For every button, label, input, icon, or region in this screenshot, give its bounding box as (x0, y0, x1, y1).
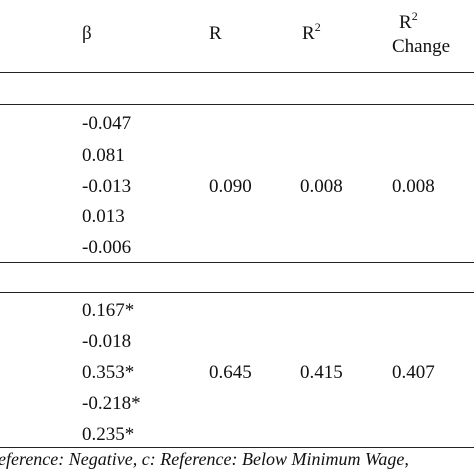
block2-beta-5: 0.235* (82, 424, 135, 445)
r2-change-header-line2: Change (392, 36, 451, 57)
r-header: R (209, 23, 222, 44)
block1-top-rule (0, 104, 474, 105)
block1-bottom-rule (0, 262, 474, 263)
block2-r2-change-value: 0.407 (392, 362, 435, 383)
block1-beta-2: 0.081 (82, 145, 125, 166)
block1-beta-1: -0.047 (82, 113, 132, 134)
block1-beta-4: 0.013 (82, 206, 125, 227)
block1-r2-value: 0.008 (300, 176, 343, 197)
block2-beta-2: -0.018 (82, 331, 132, 352)
table-footnote: eference: Negative, c: Reference: Below … (0, 449, 409, 469)
r2-header: R2 (302, 19, 321, 44)
block1-r2-change-value: 0.008 (392, 176, 435, 197)
block1-beta-5: -0.006 (82, 237, 132, 258)
block2-beta-4: -0.218* (82, 393, 141, 414)
beta-header: β (82, 23, 92, 44)
block2-top-rule (0, 292, 474, 293)
block2-r2-value: 0.415 (300, 362, 343, 383)
block2-r-value: 0.645 (209, 362, 252, 383)
header-rule (0, 72, 474, 73)
block1-beta-3: -0.013 (82, 176, 132, 197)
table-bottom-rule (0, 447, 474, 448)
r2-change-header-line1: R2 (399, 8, 418, 33)
block1-r-value: 0.090 (209, 176, 252, 197)
block2-beta-1: 0.167* (82, 300, 135, 321)
block2-beta-3: 0.353* (82, 362, 135, 383)
